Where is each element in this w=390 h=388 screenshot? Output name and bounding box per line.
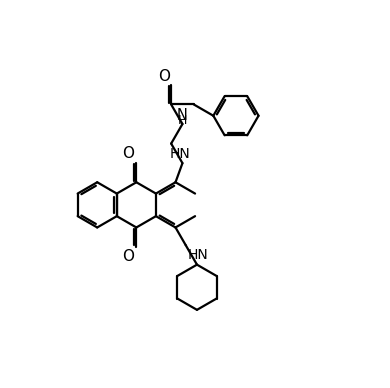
Text: HN: HN: [188, 248, 209, 262]
Text: O: O: [122, 146, 135, 161]
Text: HN: HN: [170, 147, 191, 161]
Text: O: O: [122, 249, 135, 264]
Text: H: H: [178, 114, 187, 127]
Text: O: O: [158, 69, 170, 84]
Text: N: N: [177, 108, 188, 123]
